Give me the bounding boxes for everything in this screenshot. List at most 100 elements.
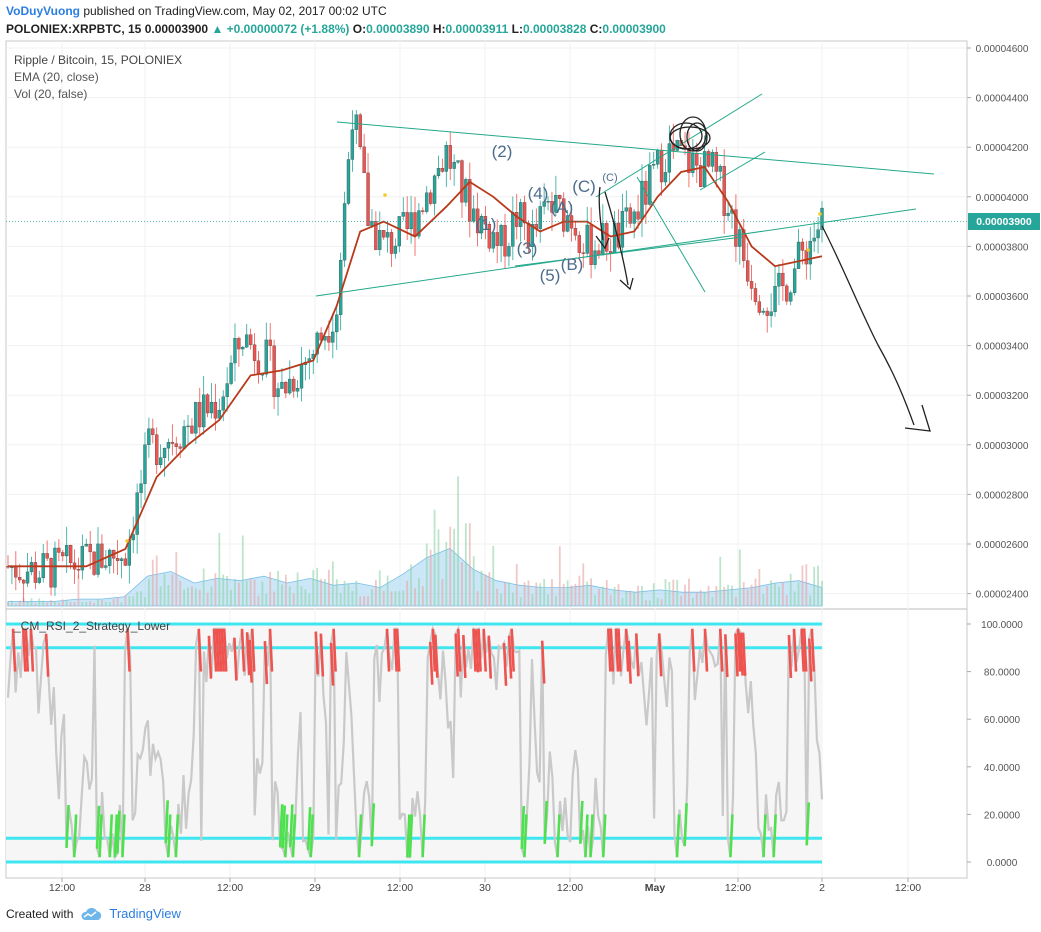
rsi-oversold-mark bbox=[406, 814, 411, 858]
rsi-axis[interactable]: 100.0000 80.0000 60.0000 40.0000 20.0000 0.00… bbox=[967, 620, 1023, 869]
time-axis[interactable]: 12:00 28 12:00 29 12:00 30 12:00 May 12:00 2 12:00 bbox=[6, 877, 967, 894]
volume-bar bbox=[637, 585, 639, 606]
candle-body bbox=[370, 221, 374, 226]
tradingview-link[interactable]: TradingView bbox=[109, 906, 181, 921]
volume-bar bbox=[245, 580, 248, 606]
volume-bar bbox=[11, 600, 13, 606]
volume-bar bbox=[179, 580, 182, 606]
volume-bar bbox=[676, 579, 679, 606]
volume-bar bbox=[116, 597, 119, 606]
candle-body bbox=[538, 206, 542, 229]
volume-bar bbox=[691, 597, 694, 606]
candle-body bbox=[585, 224, 589, 254]
candle-body bbox=[335, 314, 339, 333]
candle-body bbox=[162, 447, 167, 458]
candle-body bbox=[14, 566, 18, 578]
volume-bar bbox=[621, 598, 624, 606]
rsi-overbought-mark bbox=[462, 634, 467, 678]
candle-body bbox=[530, 224, 535, 248]
volume-bar bbox=[57, 602, 60, 606]
rsi-overbought-mark bbox=[477, 628, 482, 672]
volume-bar bbox=[237, 582, 240, 606]
low-label: L: bbox=[511, 22, 523, 36]
candle-body bbox=[499, 225, 503, 246]
rsi-overbought-mark bbox=[724, 634, 729, 678]
volume-bar bbox=[218, 532, 221, 606]
volume-bar bbox=[821, 580, 823, 606]
rsi-overbought-mark bbox=[393, 628, 398, 672]
candle-body bbox=[792, 268, 797, 293]
candle-body bbox=[440, 168, 445, 172]
volume-bar bbox=[406, 580, 409, 606]
candle-body bbox=[765, 310, 769, 316]
rsi-overbought-mark bbox=[657, 633, 663, 677]
volume-bar bbox=[664, 579, 667, 606]
candle-body bbox=[22, 579, 26, 584]
volume-bar bbox=[140, 591, 142, 606]
volume-bar bbox=[527, 580, 530, 606]
candle-body bbox=[800, 241, 805, 251]
rsi-overbought-mark bbox=[11, 628, 17, 672]
volume-bar bbox=[241, 535, 244, 606]
time-tick-label: 29 bbox=[309, 882, 321, 894]
volume-bar bbox=[605, 580, 608, 606]
open-label: O: bbox=[352, 22, 367, 36]
volume-bar bbox=[132, 596, 135, 606]
signal-dot bbox=[125, 539, 129, 543]
volume-bar bbox=[429, 549, 432, 606]
candle-body bbox=[295, 388, 300, 392]
volume-bar bbox=[715, 585, 718, 606]
rsi-oversold-mark bbox=[675, 814, 681, 858]
candle-body bbox=[789, 292, 793, 302]
rsi-overbought-mark bbox=[245, 632, 251, 676]
volume-bar bbox=[742, 582, 745, 606]
rsi-overbought-mark bbox=[472, 628, 477, 672]
volume-bar bbox=[511, 592, 514, 606]
volume-bar bbox=[531, 594, 534, 606]
volume-bar bbox=[159, 586, 162, 606]
high-value: 0.00003911 bbox=[445, 22, 509, 36]
volume-bar bbox=[793, 591, 796, 606]
rsi-oversold-mark bbox=[174, 814, 180, 858]
rsi-overbought-mark bbox=[314, 631, 320, 675]
volume-bar bbox=[672, 579, 675, 606]
candle-body bbox=[558, 195, 562, 199]
wave-label: (4) bbox=[528, 184, 549, 203]
rsi-overbought-mark bbox=[635, 633, 640, 677]
volume-bar bbox=[515, 564, 518, 606]
candle-body bbox=[699, 165, 703, 187]
candle-body bbox=[804, 250, 808, 265]
volume-bar bbox=[629, 590, 632, 606]
volume-bar bbox=[801, 565, 804, 606]
volume-bar bbox=[339, 593, 342, 606]
candle-body bbox=[413, 212, 417, 237]
author-link[interactable]: VoDuyVuong bbox=[6, 4, 80, 18]
candle-body bbox=[472, 208, 476, 222]
rsi-overbought-mark bbox=[250, 628, 256, 672]
candle-body bbox=[464, 179, 468, 203]
candle-body bbox=[33, 562, 38, 583]
volume-bar bbox=[308, 593, 311, 606]
rsi-overbought-mark bbox=[248, 639, 253, 683]
rsi-oversold-mark bbox=[306, 807, 312, 851]
volume-bar bbox=[183, 589, 186, 606]
candle-body bbox=[421, 210, 425, 212]
wave-label: (C) bbox=[602, 172, 617, 184]
price-axis[interactable]: 0.00004600 0.00004400 0.00004200 0.00004000… bbox=[967, 44, 1029, 601]
candle-body bbox=[632, 211, 636, 224]
volume-bar bbox=[476, 591, 479, 606]
volume-bar bbox=[461, 562, 463, 606]
candle-body bbox=[57, 547, 61, 553]
rsi-overbought-mark bbox=[734, 633, 739, 677]
volume-bar bbox=[222, 574, 225, 606]
candle-body bbox=[245, 334, 249, 348]
candle-body bbox=[382, 230, 386, 238]
rsi-tick-label: 0.0000 bbox=[987, 858, 1018, 869]
rsi-oversold-mark bbox=[98, 814, 103, 858]
time-tick-label: 12:00 bbox=[557, 882, 583, 894]
candle-body bbox=[749, 281, 754, 289]
rsi-oversold-mark bbox=[121, 814, 126, 858]
price-chart[interactable]: Ripple / Bitcoin, 15, POLONIEX EMA (20, … bbox=[0, 0, 1041, 900]
last-price-tag: 0.00003900 bbox=[968, 213, 1040, 230]
volume-bar bbox=[147, 578, 150, 606]
